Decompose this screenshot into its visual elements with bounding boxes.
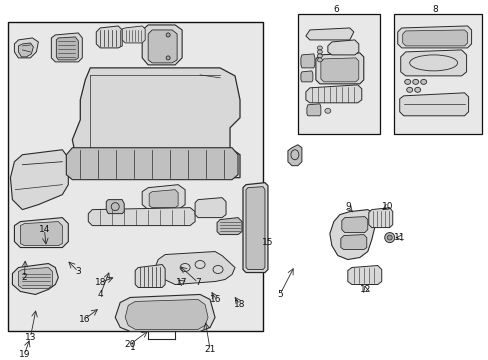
Ellipse shape: [111, 203, 119, 211]
Polygon shape: [148, 30, 177, 63]
Text: 2: 2: [21, 273, 27, 282]
Polygon shape: [20, 222, 62, 246]
Bar: [297, 14, 379, 134]
Polygon shape: [287, 145, 301, 166]
Text: 18: 18: [94, 278, 106, 287]
Ellipse shape: [317, 46, 322, 50]
Text: 1: 1: [130, 343, 136, 352]
Polygon shape: [217, 217, 242, 235]
Polygon shape: [10, 150, 68, 210]
Polygon shape: [368, 208, 392, 228]
Bar: [393, 14, 481, 134]
Ellipse shape: [412, 79, 418, 84]
Polygon shape: [305, 85, 361, 103]
Text: 16: 16: [210, 295, 222, 304]
Polygon shape: [402, 30, 467, 46]
Ellipse shape: [406, 87, 412, 92]
Text: 9: 9: [344, 202, 350, 211]
Ellipse shape: [166, 56, 170, 60]
Polygon shape: [400, 50, 466, 76]
Ellipse shape: [386, 235, 391, 240]
Ellipse shape: [384, 233, 394, 243]
Polygon shape: [300, 54, 314, 68]
Text: 17: 17: [176, 278, 187, 287]
Text: 4: 4: [97, 290, 103, 299]
Polygon shape: [340, 235, 366, 249]
Polygon shape: [72, 68, 240, 178]
Polygon shape: [115, 294, 215, 332]
Polygon shape: [149, 190, 178, 208]
Polygon shape: [155, 252, 235, 284]
Text: 15: 15: [262, 238, 273, 247]
Polygon shape: [327, 40, 358, 55]
Polygon shape: [12, 264, 58, 294]
Text: 11: 11: [393, 233, 405, 242]
Text: 5: 5: [277, 290, 282, 299]
Polygon shape: [399, 93, 468, 116]
Ellipse shape: [166, 33, 170, 37]
Text: 20: 20: [124, 340, 136, 349]
Polygon shape: [245, 187, 264, 270]
Polygon shape: [315, 53, 363, 84]
Ellipse shape: [317, 58, 322, 62]
Polygon shape: [19, 267, 52, 288]
Polygon shape: [306, 104, 320, 116]
Polygon shape: [397, 26, 470, 48]
Text: 8: 8: [432, 5, 438, 14]
Polygon shape: [195, 198, 225, 217]
Ellipse shape: [324, 108, 330, 113]
Text: 21: 21: [204, 345, 215, 354]
Text: 16: 16: [79, 315, 90, 324]
Polygon shape: [142, 25, 182, 65]
Polygon shape: [106, 200, 124, 213]
Ellipse shape: [317, 54, 322, 58]
Polygon shape: [122, 26, 145, 43]
Polygon shape: [96, 26, 122, 48]
Polygon shape: [51, 33, 82, 62]
Text: 10: 10: [381, 202, 393, 211]
Polygon shape: [329, 210, 377, 260]
Polygon shape: [347, 266, 381, 284]
Polygon shape: [300, 71, 312, 82]
Text: 19: 19: [19, 350, 30, 359]
Polygon shape: [243, 183, 267, 273]
Polygon shape: [320, 58, 358, 82]
Polygon shape: [56, 37, 78, 60]
Text: 12: 12: [359, 285, 371, 294]
Polygon shape: [305, 28, 353, 40]
Polygon shape: [66, 148, 238, 180]
Ellipse shape: [404, 79, 410, 84]
Polygon shape: [14, 38, 38, 58]
Polygon shape: [142, 185, 185, 210]
Polygon shape: [19, 43, 33, 57]
Polygon shape: [341, 217, 367, 233]
Ellipse shape: [414, 87, 420, 92]
Text: 13: 13: [24, 333, 36, 342]
Text: 14: 14: [39, 225, 50, 234]
Polygon shape: [88, 208, 195, 226]
Text: 6: 6: [332, 5, 338, 14]
Polygon shape: [125, 300, 207, 329]
Text: 18: 18: [234, 300, 245, 309]
Polygon shape: [14, 217, 68, 248]
Bar: [8, 22, 263, 332]
Ellipse shape: [420, 79, 426, 84]
Ellipse shape: [317, 50, 322, 54]
Text: 7: 7: [195, 278, 201, 287]
Text: 3: 3: [75, 267, 81, 276]
Polygon shape: [135, 265, 165, 288]
